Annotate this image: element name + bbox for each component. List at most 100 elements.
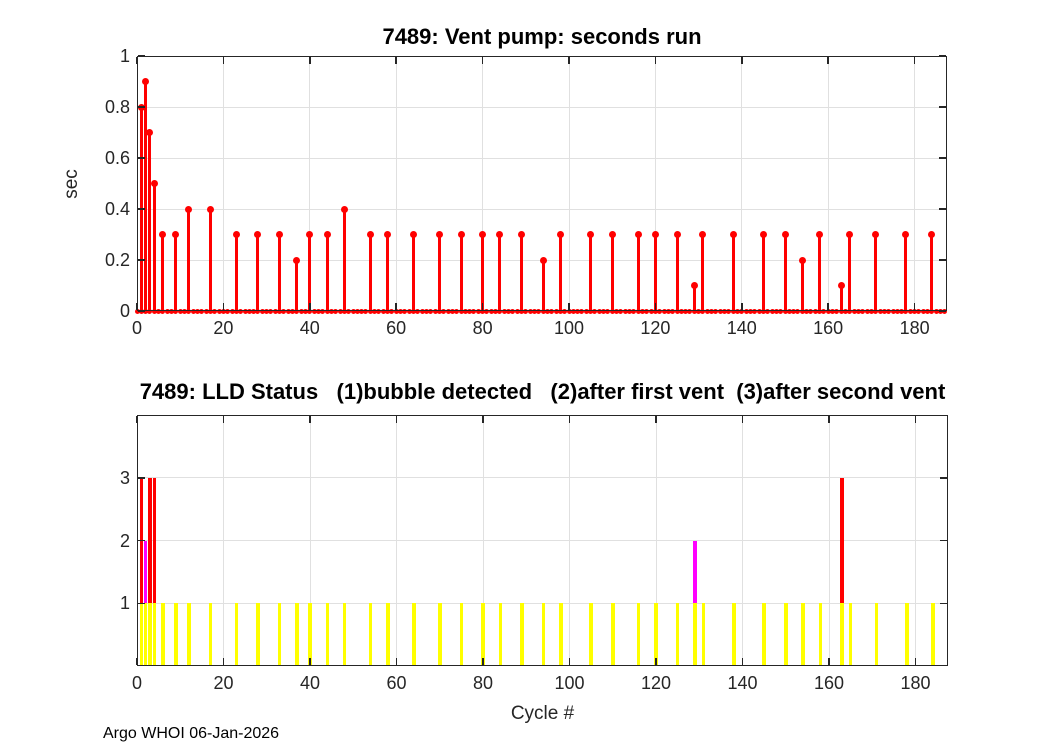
status-bar-1 <box>174 603 178 666</box>
x-tickmark <box>741 416 744 423</box>
x-gridline <box>395 57 397 310</box>
stem-baseline-marker <box>804 308 810 314</box>
status-bar-1 <box>148 603 152 666</box>
stem-baseline-marker <box>220 308 226 314</box>
x-gridline <box>827 57 829 310</box>
x-tickmark <box>309 416 311 423</box>
status-bar-1 <box>801 603 805 666</box>
x-tick-label: 60 <box>386 318 407 338</box>
status-bar-1 <box>611 603 615 666</box>
stem-baseline-marker <box>501 308 507 314</box>
x-tickmark <box>222 658 225 665</box>
stem-baseline-marker <box>320 308 326 314</box>
stem-baseline-marker <box>799 308 805 314</box>
stem-baseline-marker <box>199 308 205 314</box>
stem-baseline-marker <box>562 308 568 314</box>
stem-baseline-marker <box>933 308 939 314</box>
stem-baseline-marker <box>860 308 866 314</box>
x-tick-label: 180 <box>899 318 930 338</box>
stem-marker <box>539 256 547 264</box>
stem-baseline-marker <box>834 308 840 314</box>
stem-baseline-marker <box>428 308 434 314</box>
bottom-chart-xlabel: Cycle # <box>510 703 575 724</box>
stem-baseline-marker <box>164 308 170 314</box>
stem-marker <box>159 231 167 238</box>
x-tickmark <box>136 57 138 64</box>
status-bar-3 <box>148 477 152 666</box>
status-bar-3 <box>840 477 844 666</box>
stem-baseline-marker <box>285 308 291 314</box>
stem-baseline-marker <box>156 308 162 314</box>
plot-box <box>137 415 948 666</box>
stem-baseline-marker <box>786 308 792 314</box>
stem-baseline-marker <box>812 308 818 314</box>
x-tickmark <box>395 416 398 423</box>
stem-baseline-marker <box>769 308 775 314</box>
stem-marker <box>673 231 681 238</box>
stem-baseline-marker <box>678 308 684 314</box>
stem-baseline-marker <box>717 308 723 314</box>
stem-baseline-marker <box>713 308 719 314</box>
stem-baseline-marker <box>246 308 252 314</box>
status-bar-1 <box>256 603 260 666</box>
stem-baseline-marker <box>704 308 710 314</box>
stem <box>342 209 346 311</box>
x-tickmark <box>914 658 917 665</box>
stem-marker <box>479 231 487 238</box>
stem-marker <box>150 180 158 187</box>
stem-baseline-marker <box>899 308 905 314</box>
stem-baseline-marker <box>177 308 183 314</box>
status-bar-1 <box>438 603 442 666</box>
stem-baseline-marker <box>579 308 585 314</box>
stem-baseline-marker <box>791 308 797 314</box>
y-tick-label: 0.4 <box>104 199 130 219</box>
status-bar-1 <box>520 603 524 666</box>
y-gridline <box>138 540 947 541</box>
stem-baseline-marker <box>687 308 693 314</box>
stem-baseline-marker <box>445 308 451 314</box>
stem-baseline-marker <box>372 308 378 314</box>
y-tickmark <box>940 539 947 542</box>
stem-baseline-marker <box>614 308 620 314</box>
stem-marker <box>608 231 616 238</box>
stem-baseline-marker <box>557 308 563 314</box>
x-tickmark <box>482 658 484 665</box>
stem-marker <box>846 231 854 238</box>
x-tickmark <box>827 303 829 310</box>
stem <box>636 234 640 311</box>
stem-baseline-marker <box>182 308 188 314</box>
stem-baseline-marker <box>324 308 330 314</box>
stem <box>558 234 562 311</box>
stem-baseline-marker <box>907 308 913 314</box>
y-gridline <box>138 106 946 108</box>
stem-baseline-marker <box>302 308 308 314</box>
stem-baseline-marker <box>670 308 676 314</box>
stem-baseline-marker <box>341 308 347 314</box>
stem-baseline-marker <box>838 308 844 314</box>
x-tickmark <box>655 416 657 423</box>
stem <box>848 234 852 311</box>
status-bar-1 <box>732 603 736 666</box>
x-gridline <box>482 57 484 310</box>
stem-baseline-marker <box>752 308 758 314</box>
stem-baseline-marker <box>726 308 732 314</box>
x-tickmark <box>654 303 657 310</box>
stem-baseline-marker <box>410 308 416 314</box>
stem-marker <box>172 231 180 238</box>
stem-baseline-marker <box>229 308 235 314</box>
stem-baseline-marker <box>609 308 615 314</box>
stem-baseline-marker <box>665 308 671 314</box>
stem-baseline-marker <box>423 308 429 314</box>
stem-baseline-marker <box>268 308 274 314</box>
stem-baseline-marker <box>497 308 503 314</box>
x-tick-label: 160 <box>813 318 844 338</box>
status-bar-1 <box>559 603 563 666</box>
stem-baseline-marker <box>207 308 213 314</box>
stem-baseline-marker <box>251 308 257 314</box>
x-gridline <box>654 57 656 310</box>
stem <box>308 234 312 311</box>
stem-baseline-marker <box>531 308 537 314</box>
stem-baseline-marker <box>596 308 602 314</box>
stem-baseline-marker <box>778 308 784 314</box>
y-tickmark <box>138 55 145 57</box>
